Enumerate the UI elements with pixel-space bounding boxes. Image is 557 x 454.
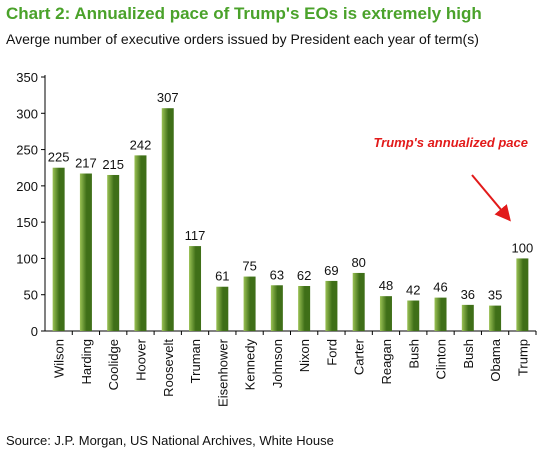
chart-title: Chart 2: Annualized pace of Trump's EOs … [6, 4, 482, 23]
annotation-label: Trump's annualized pace [373, 135, 528, 150]
bar [407, 300, 420, 331]
bar [325, 280, 338, 331]
bar [461, 304, 474, 331]
x-tick-label: Bush [406, 339, 421, 369]
x-tick-label: Hoover [133, 338, 148, 381]
y-tick-label: 150 [16, 215, 38, 230]
bar [516, 258, 529, 331]
data-label: 307 [157, 90, 179, 105]
bar [189, 246, 202, 331]
bar [379, 296, 392, 331]
x-tick-label: Obama [488, 338, 503, 381]
x-tick-label: Reagan [379, 339, 394, 385]
bar [79, 173, 92, 331]
chart-subtitle: Averge number of executive orders issued… [6, 31, 479, 47]
bar [298, 286, 311, 331]
bar [243, 276, 256, 331]
data-label: 80 [351, 255, 365, 270]
data-label: 242 [130, 137, 152, 152]
x-tick-label: Kennedy [243, 339, 258, 391]
y-tick-label: 200 [16, 179, 38, 194]
data-label: 217 [75, 156, 97, 171]
y-tick-label: 100 [16, 251, 38, 266]
x-tick-label: Coolidge [106, 339, 121, 390]
y-tick-label: 0 [31, 324, 38, 339]
data-label: 100 [512, 240, 534, 255]
y-tick-label: 350 [16, 70, 38, 85]
x-tick-label: Clinton [434, 339, 449, 379]
data-label: 117 [185, 228, 206, 243]
x-tick-label: Truman [188, 339, 203, 383]
bar [52, 167, 65, 331]
data-label: 35 [488, 288, 502, 303]
data-label: 63 [270, 267, 284, 282]
x-tick-label: Johnson [270, 339, 285, 388]
x-tick-label: Nixon [297, 339, 312, 372]
bar [134, 155, 147, 331]
y-tick-label: 300 [16, 106, 38, 121]
bar [107, 174, 120, 331]
data-label: 36 [461, 287, 475, 302]
y-tick-label: 250 [16, 143, 38, 158]
data-label: 62 [297, 268, 311, 283]
x-tick-label: Carter [352, 338, 367, 375]
bar [161, 108, 174, 331]
annotation-arrow [471, 174, 511, 222]
bar [434, 297, 447, 331]
x-tick-label: Harding [79, 339, 94, 385]
bar [489, 305, 502, 331]
bar [352, 272, 365, 331]
data-label: 75 [242, 259, 256, 274]
x-tick-label: Wilson [52, 339, 67, 378]
data-label: 46 [433, 280, 447, 295]
bar [216, 286, 229, 331]
x-tick-label: Roosevelt [161, 339, 176, 397]
bar [270, 285, 283, 331]
x-tick-label: Trump [515, 339, 530, 376]
x-tick-label: Ford [324, 339, 339, 366]
x-tick-label: Bush [461, 339, 476, 369]
data-label: 225 [48, 150, 70, 165]
data-label: 69 [324, 263, 338, 278]
x-tick-label: Eisenhower [215, 338, 230, 407]
data-label: 42 [406, 283, 420, 298]
y-tick-label: 50 [24, 288, 38, 303]
data-label: 61 [215, 269, 229, 284]
data-label: 215 [102, 157, 124, 172]
source-note: Source: J.P. Morgan, US National Archive… [6, 433, 334, 448]
data-label: 48 [379, 278, 393, 293]
